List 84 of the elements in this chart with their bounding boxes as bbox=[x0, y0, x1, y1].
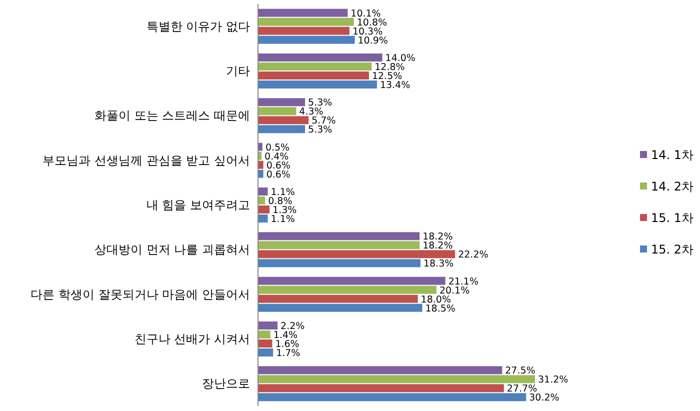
data-label: 0.5% bbox=[265, 142, 290, 154]
data-label: 1.6% bbox=[275, 339, 300, 350]
bar bbox=[258, 250, 456, 258]
bar bbox=[258, 142, 262, 151]
data-label: 18.2% bbox=[422, 240, 453, 252]
data-label: 10.3% bbox=[352, 26, 383, 38]
bar bbox=[258, 196, 266, 204]
bar bbox=[258, 160, 264, 169]
data-label: 14.0% bbox=[385, 53, 416, 64]
data-label: 27.7% bbox=[506, 384, 538, 395]
bar bbox=[258, 80, 377, 88]
data-label: 12.5% bbox=[372, 71, 402, 82]
bar bbox=[258, 72, 369, 80]
y-tick-label: 특별한 이유가 없다 bbox=[146, 19, 250, 34]
bar bbox=[258, 26, 350, 35]
data-label: 21.1% bbox=[448, 276, 479, 288]
data-label: 18.5% bbox=[425, 303, 456, 314]
y-tick-label: 장난으로 bbox=[202, 376, 250, 391]
data-label: 18.0% bbox=[420, 294, 451, 306]
data-label: 27.5% bbox=[505, 366, 536, 377]
y-tick-label: 상대방이 먼저 나를 괴롭혀서 bbox=[94, 242, 250, 257]
y-tick-label: 부모님과 선생님께 관심을 받고 싶어서 bbox=[42, 153, 250, 168]
data-label: 0.6% bbox=[266, 160, 290, 172]
data-label: 0.6% bbox=[266, 169, 290, 180]
bar bbox=[258, 393, 526, 402]
data-label: 22.2% bbox=[458, 250, 488, 261]
data-label: 5.3% bbox=[308, 98, 332, 109]
bar bbox=[258, 304, 422, 312]
data-label: 31.2% bbox=[538, 374, 568, 386]
bar bbox=[258, 62, 372, 70]
data-label: 1.4% bbox=[273, 330, 298, 341]
data-label: 0.4% bbox=[264, 151, 289, 162]
data-label: 30.2% bbox=[529, 392, 560, 404]
data-label: 13.4% bbox=[380, 80, 410, 91]
data-label: 2.2% bbox=[280, 321, 305, 332]
data-label: 12.8% bbox=[374, 62, 405, 73]
data-label: 1.7% bbox=[276, 348, 300, 359]
y-tick-label: 다른 학생이 잘못되거나 마음에 안들어서 bbox=[30, 287, 250, 302]
bar bbox=[258, 125, 306, 134]
legend-label: 15. 1차 bbox=[651, 211, 694, 225]
bar bbox=[258, 259, 420, 268]
bar bbox=[258, 286, 436, 294]
bar bbox=[258, 116, 309, 124]
bar bbox=[258, 232, 420, 240]
bar bbox=[258, 107, 296, 116]
bar bbox=[258, 36, 355, 44]
bar bbox=[258, 206, 270, 214]
bar bbox=[258, 170, 264, 178]
data-label: 10.1% bbox=[350, 8, 381, 20]
legend-label: 14. 1차 bbox=[651, 148, 694, 162]
bar bbox=[258, 366, 502, 374]
bar bbox=[258, 188, 268, 196]
bar bbox=[258, 384, 504, 392]
data-label: 20.1% bbox=[439, 285, 470, 296]
data-label: 10.8% bbox=[356, 17, 388, 28]
data-label: 1.1% bbox=[270, 214, 295, 225]
y-tick-label: 친구나 선배가 시켜서 bbox=[134, 332, 250, 346]
bar bbox=[258, 214, 268, 222]
data-label: 18.3% bbox=[423, 258, 454, 270]
bar bbox=[258, 8, 348, 17]
y-tick-label: 기타 bbox=[226, 64, 250, 78]
bar bbox=[258, 241, 420, 250]
bar bbox=[258, 54, 382, 62]
data-label: 4.3% bbox=[299, 106, 324, 118]
data-label: 10.9% bbox=[358, 35, 388, 46]
bar bbox=[258, 18, 354, 26]
bar bbox=[258, 322, 278, 330]
data-label: 1.1% bbox=[270, 187, 295, 198]
y-tick-label: 내 힘을 보여주려고 bbox=[146, 198, 250, 212]
data-label: 18.2% bbox=[422, 232, 453, 243]
data-label: 1.3% bbox=[272, 205, 297, 216]
bar bbox=[258, 375, 535, 384]
data-label: 0.8% bbox=[268, 196, 292, 207]
bar bbox=[258, 294, 418, 303]
bar bbox=[258, 330, 270, 338]
data-label: 5.3% bbox=[308, 124, 332, 136]
bar bbox=[258, 348, 274, 356]
bar bbox=[258, 340, 272, 348]
y-tick-label: 화풀이 또는 스트레스 때문에 bbox=[94, 108, 250, 123]
legend-label: 14. 2차 bbox=[651, 180, 694, 194]
bar bbox=[258, 276, 446, 285]
bar bbox=[258, 98, 306, 106]
legend-label: 15. 2차 bbox=[651, 242, 694, 256]
data-label: 5.7% bbox=[312, 116, 336, 127]
